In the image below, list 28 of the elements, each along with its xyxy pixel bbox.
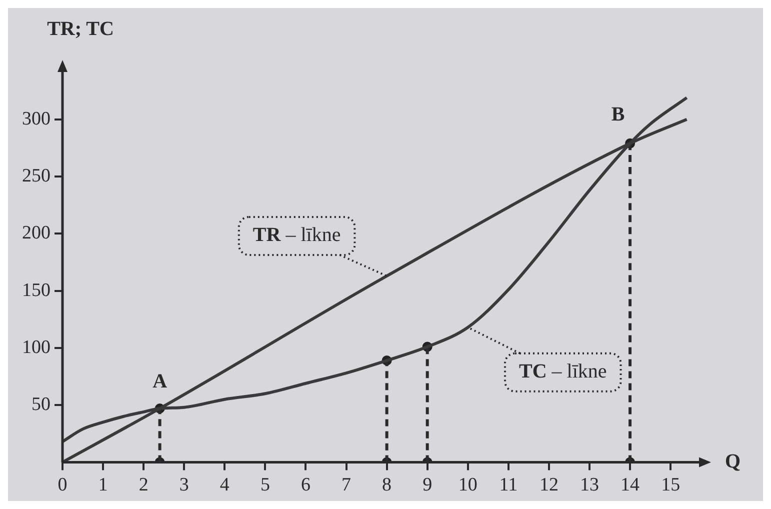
x-tick-label: 0 <box>58 474 68 496</box>
x-tick-label: 12 <box>539 474 558 496</box>
x-tick-label: 9 <box>422 474 432 496</box>
x-tick-label: 5 <box>260 474 270 496</box>
x-tick-label: 4 <box>220 474 230 496</box>
x-tick-label: 15 <box>661 474 680 496</box>
x-tick-label: 10 <box>458 474 478 496</box>
x-axis-title: Q <box>725 450 741 472</box>
x-tick-label: 14 <box>620 474 640 496</box>
y-tick-label: 200 <box>22 222 50 244</box>
x-tick-label: 7 <box>342 474 352 496</box>
x-tick-label: 2 <box>138 474 148 496</box>
x-tick-label: 11 <box>499 474 518 496</box>
x-tick-label: 1 <box>98 474 108 496</box>
y-tick-label: 250 <box>22 166 50 187</box>
annotation: TR – līkne <box>252 224 341 246</box>
annotation: TC – līkne <box>518 360 607 383</box>
y-tick-label: 100 <box>22 336 50 358</box>
x-tick-label: 3 <box>179 474 189 496</box>
y-tick-label: 50 <box>32 394 50 416</box>
annotation: B <box>611 104 625 126</box>
y-tick-label: 150 <box>22 280 50 301</box>
y-tick-label: 300 <box>22 108 50 130</box>
x-tick-label: 8 <box>382 474 392 496</box>
annotation: A <box>152 370 168 393</box>
y-axis-title: TR; TC <box>47 18 114 40</box>
x-tick-label: 6 <box>300 474 310 496</box>
x-tick-label: 13 <box>580 474 599 496</box>
